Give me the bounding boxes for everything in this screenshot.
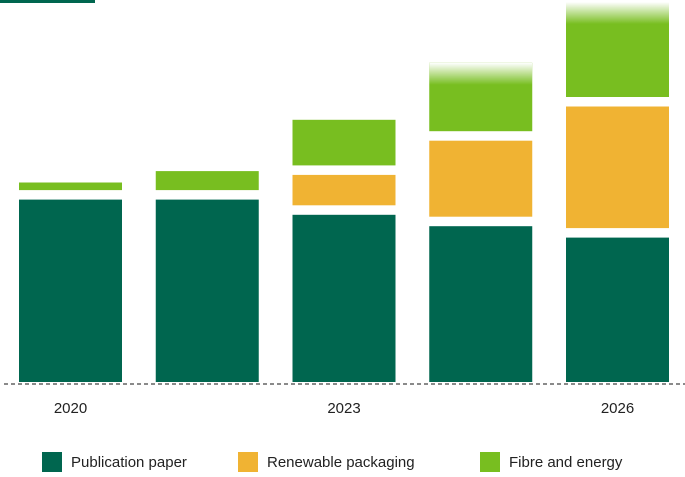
legend-item-publication-paper: Publication paper (42, 450, 187, 474)
legend-label-renewable-packaging: Renewable packaging (267, 453, 415, 471)
bar-fibre-and-energy-2023 (292, 119, 396, 166)
bar-publication-paper-2024 (429, 226, 533, 382)
legend-label-publication-paper: Publication paper (71, 453, 187, 471)
x-tick-label-2026: 2026 (601, 400, 634, 417)
bar-renewable-packaging-2026 (566, 106, 669, 229)
legend-swatch-renewable-packaging (238, 452, 258, 472)
bar-fibre-and-energy-2021 (155, 171, 259, 191)
bar-renewable-packaging-2024 (429, 140, 533, 217)
bar-publication-paper-2023 (292, 214, 396, 382)
bar-fibre-and-energy-2020 (19, 182, 122, 191)
bar-publication-paper-2021 (155, 199, 259, 382)
bar-fade-2026 (566, 2, 669, 24)
legend-item-fibre-and-energy: Fibre and energy (480, 450, 622, 474)
header-accent-line (0, 0, 95, 3)
legend-swatch-fibre-and-energy (480, 452, 500, 472)
x-tick-label-2020: 2020 (54, 400, 87, 417)
x-tick-label-2023: 2023 (327, 400, 360, 417)
bar-renewable-packaging-2023 (292, 174, 396, 206)
bar-publication-paper-2026 (566, 237, 669, 382)
bar-fade-2024 (429, 62, 533, 85)
legend-item-renewable-packaging: Renewable packaging (238, 450, 415, 474)
legend-swatch-publication-paper (42, 452, 62, 472)
legend-label-fibre-and-energy: Fibre and energy (509, 453, 623, 471)
bar-publication-paper-2020 (19, 199, 122, 382)
